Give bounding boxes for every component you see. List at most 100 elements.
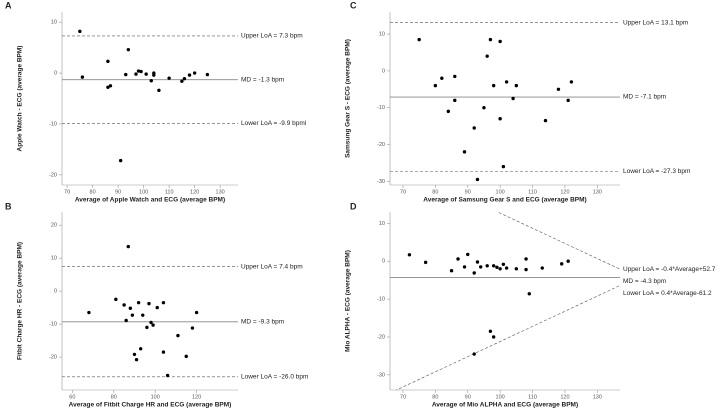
- x-tick-label: 120: [560, 394, 569, 400]
- point: [482, 106, 486, 110]
- y-tick-label: 10: [51, 256, 57, 262]
- point: [466, 252, 470, 257]
- point: [498, 39, 502, 44]
- point: [485, 264, 489, 268]
- point: [472, 126, 476, 130]
- reference-label: Lower LoA = 0.4*Average-61.2: [623, 290, 712, 297]
- reference-label: Upper LoA = 7.3 bpm: [241, 33, 303, 40]
- point: [527, 292, 531, 296]
- x-tick-label: 90: [465, 394, 471, 400]
- point: [145, 325, 149, 330]
- point: [569, 80, 574, 84]
- point: [423, 260, 428, 265]
- point: [147, 301, 151, 306]
- y-axis-label: Mio ALPHA - ECG (average BPM): [345, 250, 352, 352]
- point: [128, 306, 133, 310]
- point: [514, 267, 519, 271]
- point: [176, 333, 180, 338]
- y-tick-label: 0: [382, 68, 385, 74]
- point: [134, 357, 139, 362]
- point: [540, 266, 544, 270]
- x-tick-label: 130: [593, 189, 602, 195]
- point: [114, 297, 118, 302]
- point: [475, 260, 480, 264]
- x-tick-label: 70: [400, 189, 406, 195]
- y-tick-label: -20: [49, 354, 57, 360]
- point: [407, 253, 412, 257]
- x-tick-label: 70: [64, 189, 70, 195]
- point: [453, 74, 457, 79]
- point: [165, 373, 170, 378]
- point: [126, 47, 131, 52]
- point: [87, 310, 91, 315]
- point: [161, 300, 166, 305]
- x-axis-label: Average of Mio ALPHA and ECG (average BP…: [432, 402, 578, 409]
- point: [479, 265, 483, 269]
- x-axis-label: Average of Samsung Gear S and ECG (avera…: [423, 197, 586, 204]
- point: [157, 88, 161, 93]
- point: [495, 265, 499, 269]
- point: [462, 150, 467, 154]
- y-axis-label: Apple Watch - ECG (average BPM): [17, 46, 24, 152]
- point: [78, 29, 82, 34]
- point: [122, 303, 126, 307]
- point: [417, 37, 421, 42]
- point: [141, 313, 145, 317]
- point: [491, 264, 496, 268]
- point: [194, 310, 199, 315]
- x-tick-label: 80: [432, 189, 438, 195]
- x-tick-label: 100: [151, 394, 160, 400]
- y-axis-label: Samsung Gear S - ECG (average BPM): [345, 39, 352, 158]
- point: [504, 80, 509, 84]
- point: [440, 76, 444, 80]
- point: [524, 257, 528, 261]
- x-tick-label: 80: [90, 189, 96, 195]
- reference-label: MD = -1.3 bpm: [241, 76, 284, 83]
- point: [491, 335, 496, 339]
- point: [456, 257, 460, 261]
- point: [106, 85, 110, 90]
- x-tick-label: 70: [400, 394, 406, 400]
- point: [80, 75, 85, 79]
- point: [498, 267, 502, 271]
- panel-letter: A: [5, 0, 12, 10]
- point: [488, 329, 493, 333]
- reference-label: Lower LoA = -9.9 bpml: [241, 120, 307, 127]
- x-tick-label: 120: [190, 189, 199, 195]
- point: [118, 158, 123, 163]
- y-tick-label: -30: [377, 372, 385, 378]
- point: [180, 79, 184, 83]
- point: [187, 73, 192, 77]
- reference-line: [395, 285, 620, 390]
- point: [446, 109, 451, 114]
- x-tick-label: 130: [593, 394, 602, 400]
- point: [184, 354, 188, 359]
- point: [136, 300, 141, 305]
- point: [126, 244, 130, 249]
- y-tick-label: -10: [377, 297, 385, 303]
- point: [462, 265, 467, 269]
- x-tick-label: 80: [111, 394, 117, 400]
- panel-letter: D: [350, 201, 357, 211]
- y-tick-label: -10: [49, 322, 57, 328]
- point: [134, 72, 138, 76]
- point: [149, 320, 153, 325]
- y-tick-label: 20: [51, 223, 57, 229]
- y-tick-label: -10: [377, 105, 385, 111]
- reference-label: Upper LoA = 13.1 bpm: [623, 19, 688, 26]
- point: [453, 98, 457, 103]
- point: [151, 323, 155, 327]
- point: [161, 350, 166, 354]
- point: [192, 71, 197, 75]
- point: [498, 117, 502, 121]
- reference-line: [497, 212, 620, 270]
- reference-label: MD = -7.1 bpm: [623, 94, 666, 101]
- point: [182, 76, 187, 81]
- point: [543, 118, 548, 123]
- y-tick-label: -20: [377, 142, 385, 148]
- panel-letter: C: [350, 0, 357, 10]
- x-tick-label: 110: [528, 394, 537, 400]
- point: [559, 262, 564, 266]
- x-tick-label: 110: [528, 189, 537, 195]
- point: [144, 72, 148, 76]
